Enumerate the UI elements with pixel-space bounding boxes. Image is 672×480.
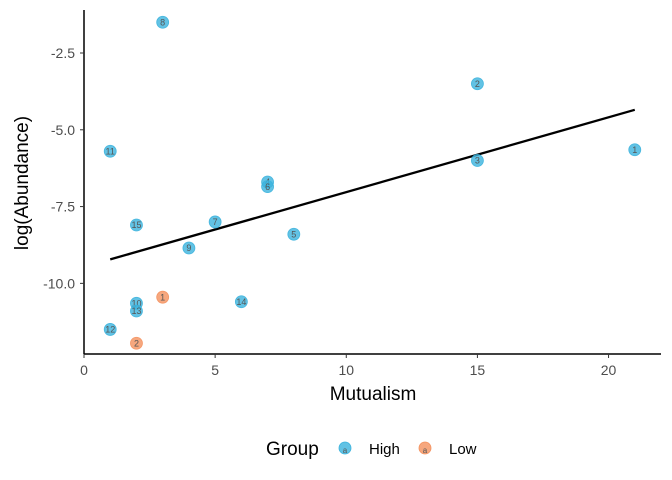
data-point-label: 1 [160,292,165,302]
data-point-label: 13 [131,306,141,316]
legend-key-letter: a [423,446,428,455]
y-axis-title: log(Abundance) [12,116,33,250]
data-point-marker [471,77,484,91]
data-point-label: 11 [106,146,115,156]
legend-entry-low: a Low [418,441,477,458]
data-point-high: 7 [208,215,222,229]
x-tick-label: 10 [338,362,354,378]
data-point-marker [130,304,143,318]
legend-title: Group [266,439,319,460]
data-point-low: 2 [130,336,143,350]
data-point-label: 5 [291,229,296,239]
data-point-high: 3 [471,154,484,167]
legend-key-letter: a [343,446,348,455]
data-point-label: 10 [131,299,141,309]
x-tick-label: 5 [211,362,219,378]
data-point-label: 1 [632,145,637,155]
y-tick-label: -5.0 [51,122,75,138]
data-point-marker [103,323,117,336]
data-point-marker [130,336,143,350]
data-point-label: 12 [105,325,115,335]
x-tick-label: 15 [470,362,486,378]
data-point-high: 8 [156,15,170,29]
legend-entry-high: a High [338,441,400,458]
legend: Group a High a Low [266,439,477,460]
data-point-high: 13 [130,304,143,318]
data-point-label: 2 [134,338,139,348]
data-point-marker [234,295,248,309]
x-tick-label: 0 [80,362,88,378]
data-point-label: 3 [475,156,480,166]
data-point-marker [156,15,170,29]
x-axis: 0 5 10 15 20 [80,353,661,378]
legend-entry-label: High [369,441,400,458]
data-point-marker [103,144,117,158]
data-point-high: 2 [471,77,484,91]
x-tick-label: 20 [601,362,617,378]
data-point-marker [130,218,143,232]
data-point-label: 15 [131,220,141,230]
data-point-label: 9 [186,243,191,253]
data-point-label: 2 [475,79,480,89]
data-point-marker [182,241,196,255]
data-point-high: 12 [103,323,117,336]
data-point-high: 1 [628,143,642,157]
data-point-label: 8 [160,17,165,27]
trend-line-group [109,108,636,261]
legend-key-marker [338,441,352,455]
data-point-high: 15 [130,218,143,232]
data-point-high: 9 [182,241,196,255]
data-point-marker [628,143,642,157]
data-point-marker [287,227,301,241]
x-axis-title: Mutualism [330,384,417,405]
y-tick-label: -10.0 [43,275,75,291]
data-point-high: 6 [261,180,274,194]
legend-entry-label: Low [449,441,477,458]
y-axis: -2.5 -5.0 -7.5 -10.0 [43,10,85,354]
y-tick-label: -2.5 [51,45,75,61]
trend-line [109,108,636,261]
data-point-high: 11 [103,144,117,158]
data-point-marker [156,290,170,304]
data-point-low: 1 [156,290,170,304]
data-point-marker [208,215,222,229]
data-point-label: 14 [236,297,246,307]
data-point-marker [471,154,484,167]
data-point-high: 14 [234,295,248,309]
legend-key-marker [418,441,432,455]
data-point-high: 5 [287,227,301,241]
data-point-marker [261,180,274,194]
data-point-label: 7 [213,217,218,227]
data-points: 82111346715591410131212 [103,15,642,350]
data-point-label: 6 [265,182,270,192]
y-tick-label: -7.5 [51,199,75,215]
